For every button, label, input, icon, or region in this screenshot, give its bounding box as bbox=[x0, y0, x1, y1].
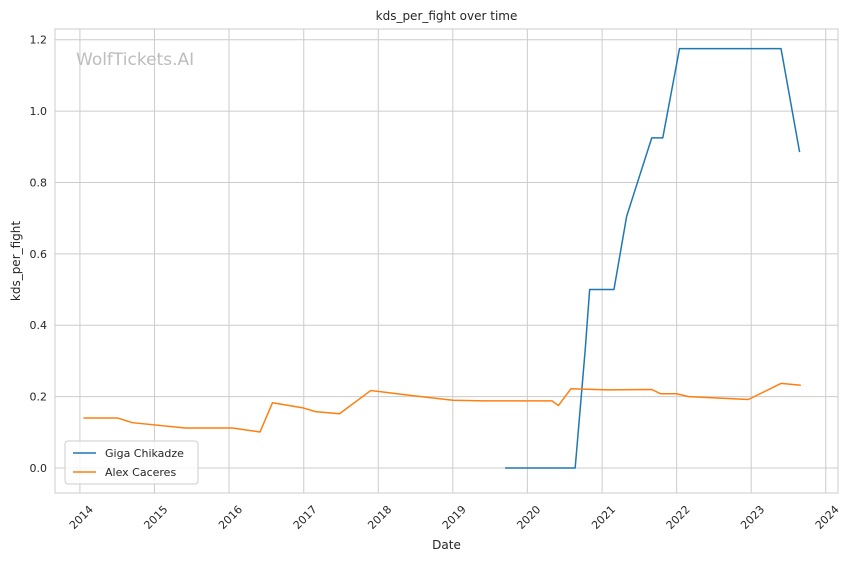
y-tick-label: 0.6 bbox=[30, 248, 48, 261]
y-tick-label: 1.2 bbox=[30, 34, 48, 47]
y-tick-label: 0.8 bbox=[30, 176, 48, 189]
watermark-text: WolfTickets.AI bbox=[76, 50, 194, 70]
y-tick-label: 0.0 bbox=[30, 462, 48, 475]
series-line bbox=[83, 382, 801, 433]
y-axis-ticks: 0.0 0.2 0.4 0.6 0.8 1.0 1.2 bbox=[30, 34, 48, 475]
legend-label: Giga Chikadze bbox=[105, 447, 184, 460]
x-axis-label: Date bbox=[432, 538, 461, 552]
y-tick-label: 1.0 bbox=[30, 105, 48, 118]
legend-box bbox=[64, 440, 199, 485]
y-tick-label: 0.4 bbox=[30, 319, 48, 332]
legend: Giga Chikadze Alex Caceres bbox=[64, 440, 199, 485]
y-axis-label: kds_per_fight bbox=[9, 221, 23, 302]
plot-frame bbox=[54, 28, 839, 494]
chart-title: kds_per_fight over time bbox=[376, 9, 518, 23]
legend-label: Alex Caceres bbox=[105, 466, 176, 479]
grid bbox=[55, 29, 838, 493]
series-lines bbox=[83, 47, 801, 469]
y-tick-label: 0.2 bbox=[30, 391, 48, 404]
